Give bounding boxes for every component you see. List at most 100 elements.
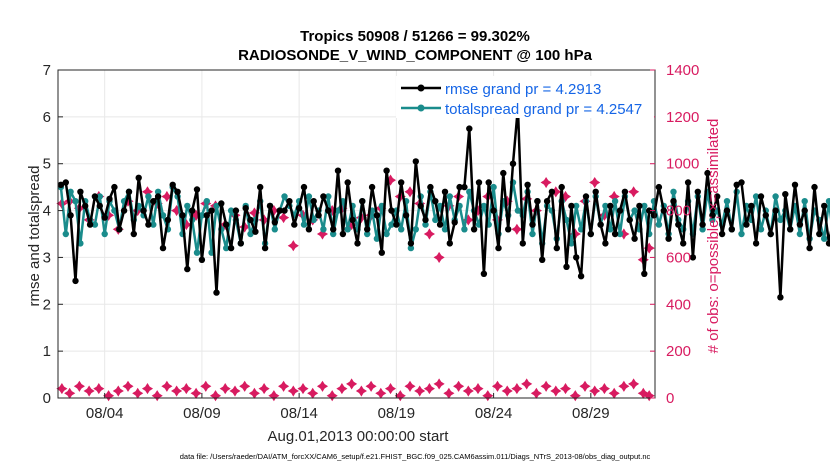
chart-title-line1: Tropics 50908 / 51266 = 99.302% [300,28,530,45]
rmse-point [461,183,468,191]
obs-assimilated-point [404,186,416,198]
rmse-point [816,230,823,238]
rmse-point [106,195,113,203]
rmse-point [762,212,769,219]
rmse-point [505,226,512,233]
rmse-point [582,193,590,200]
left-tick-label: 5 [43,156,51,173]
left-tick-label: 6 [43,109,51,126]
obs-possible-point [579,380,591,392]
rmse-point [198,256,206,263]
totalspread-point [101,230,108,238]
rmse-point [364,226,371,233]
rmse-point [257,183,264,191]
x-tick-label: 08/24 [475,405,513,422]
rmse-point [203,212,210,219]
right-axis-ticks: 0 200 400 600 800 1000 1200 1400 [650,62,699,407]
chart-title-line2: RADIOSONDE_V_WIND_COMPONENT @ 100 hPa [238,47,593,64]
totalspread-point [772,193,779,200]
obs-possible-point [404,380,416,392]
rmse-point [500,169,507,177]
totalspread-point [446,193,453,200]
rmse-point [626,216,633,224]
rmse-point [728,226,735,233]
rmse-point [286,198,293,205]
totalspread-point [305,193,313,200]
totalspread-point [325,193,332,200]
totalspread-point [602,202,609,210]
totalspread-point [72,198,79,205]
obs-assimilated-point [278,212,290,224]
rmse-point [111,183,118,191]
rmse-point [432,198,439,205]
totalspread-point [213,202,220,210]
obs-assimilated-point [239,221,251,233]
totalspread-point [96,193,104,200]
totalspread-point [796,230,804,238]
rmse-point [169,181,176,188]
rmse-point [72,277,79,285]
left-tick-label: 7 [43,62,51,79]
rmse-point [646,207,653,214]
rmse-point [189,207,196,214]
rmse-point [140,207,147,214]
rmse-point [607,202,614,210]
obs-possible-point [569,390,581,402]
totalspread-point [281,193,288,200]
data-file-footer: data file: /Users/raeder/DAI/ATM_forcXX/… [180,452,651,461]
obs-possible-point [239,380,251,392]
rmse-point [563,263,570,270]
totalspread-point [203,198,210,205]
totalspread-point [723,198,731,205]
obs-possible-point [628,378,640,390]
rmse-point [689,254,697,261]
rmse-point [150,198,157,205]
totalspread-point [641,202,648,210]
rmse-point [495,244,502,252]
rmse-point [77,188,84,195]
rmse-point [86,221,94,228]
totalspread-point [150,221,157,228]
rmse-point [675,221,682,228]
rmse-point [116,226,123,233]
rmse-point [407,240,415,247]
obs-possible-point [384,383,397,395]
rmse-point [193,186,201,193]
rmse-point [378,249,385,256]
totalspread-point [227,207,235,214]
rmse-point [359,198,366,205]
rmse-point [266,202,274,210]
obs-possible-point [229,385,241,397]
obs-possible-point [394,390,406,402]
rmse-point [490,207,497,214]
rmse-point [621,188,629,195]
rmse-point [315,212,322,219]
obs-possible-point [56,383,68,395]
obs-possible-point [355,385,367,397]
totalspread-point [422,221,429,228]
obs-possible-point [482,390,494,402]
rmse-point [806,244,813,252]
x-tick-label: 08/14 [280,405,318,422]
totalspread-point [461,226,468,233]
rmse-point [573,254,580,261]
rmse-point [577,273,585,280]
left-axis-ticks: 0 1 2 3 4 5 6 7 [43,62,63,407]
left-tick-label: 0 [43,390,51,407]
obs-possible-point [643,390,655,402]
rmse-point [402,212,410,219]
rmse-point [349,216,356,224]
rmse-point [393,221,400,228]
obs-possible-point [511,383,523,395]
totalspread-line [59,181,830,254]
left-tick-label: 3 [43,249,51,266]
rmse-point [825,240,830,247]
obs-assimilated-point [161,190,173,203]
totalspread-point [480,202,488,210]
rmse-point [529,221,536,228]
rmse-point [339,230,347,238]
rmse-point [655,183,663,191]
totalspread-point [330,230,337,238]
rmse-point [548,188,556,195]
rmse-point [680,240,687,247]
